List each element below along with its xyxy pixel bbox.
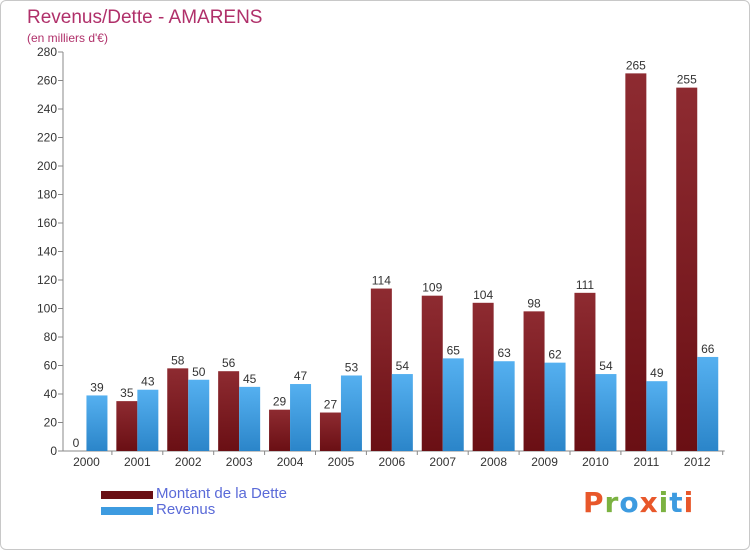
y-tick-label: 120 xyxy=(37,273,57,287)
y-tick-label: 60 xyxy=(44,359,58,373)
data-label-dette: 58 xyxy=(171,353,185,367)
logo-letter: x xyxy=(639,486,659,519)
data-label-dette: 114 xyxy=(372,274,391,288)
data-label-revenus: 50 xyxy=(192,365,206,379)
y-tick-label: 0 xyxy=(50,444,57,458)
x-tick-label: 2006 xyxy=(378,455,405,469)
bar-revenus xyxy=(137,389,159,451)
data-label-dette: 56 xyxy=(222,356,236,370)
bar-dette xyxy=(625,73,647,451)
bar-dette xyxy=(472,302,494,451)
data-label-revenus: 53 xyxy=(345,360,359,374)
logo-letter: i xyxy=(658,486,670,519)
data-label-dette: 265 xyxy=(626,58,646,72)
y-tick-label: 240 xyxy=(37,102,57,116)
bar-dette xyxy=(370,288,392,451)
data-label-revenus: 47 xyxy=(294,369,308,383)
bar-revenus xyxy=(290,384,312,451)
bar-dette xyxy=(167,368,189,451)
y-tick-label: 100 xyxy=(37,302,57,316)
bar-dette xyxy=(116,401,138,451)
logo-letter: r xyxy=(604,486,620,519)
x-tick-label: 2001 xyxy=(124,455,151,469)
chart-subtitle: (en milliers d'€) xyxy=(27,31,108,45)
data-label-dette: 98 xyxy=(527,296,541,310)
bar-dette xyxy=(269,409,291,451)
y-tick-label: 220 xyxy=(37,131,57,145)
bar-revenus xyxy=(595,374,617,451)
data-label-dette: 104 xyxy=(473,288,493,302)
bar-dette xyxy=(676,87,698,451)
x-tick-label: 2009 xyxy=(531,455,558,469)
data-label-dette: 255 xyxy=(677,73,697,87)
logo-letter: i xyxy=(683,486,695,519)
data-label-revenus: 66 xyxy=(701,342,715,356)
bar-revenus xyxy=(544,362,566,451)
x-tick-label: 2008 xyxy=(480,455,507,469)
legend-label-dette: Montant de la Dette xyxy=(156,485,287,502)
logo-letter: t xyxy=(669,486,684,519)
y-tick-label: 260 xyxy=(37,74,57,88)
y-tick-label: 40 xyxy=(44,387,58,401)
logo-letter: P xyxy=(583,486,605,519)
data-label-revenus: 65 xyxy=(447,343,461,357)
bar-dette xyxy=(523,311,545,451)
bar-dette xyxy=(218,371,240,451)
data-label-revenus: 62 xyxy=(548,348,562,362)
bar-revenus xyxy=(391,374,413,451)
y-tick-label: 280 xyxy=(37,45,57,59)
legend-label-revenus: Revenus xyxy=(156,501,216,518)
logo-letter: o xyxy=(619,486,640,519)
bar-revenus xyxy=(340,375,362,451)
bar-dette xyxy=(574,292,596,451)
y-tick-label: 200 xyxy=(37,159,57,173)
data-label-revenus: 45 xyxy=(243,372,257,386)
bar-revenus xyxy=(188,379,210,451)
data-label-revenus: 49 xyxy=(650,366,664,380)
data-label-revenus: 54 xyxy=(396,359,410,373)
bar-revenus xyxy=(697,356,719,451)
x-tick-label: 2004 xyxy=(277,455,304,469)
x-tick-label: 2012 xyxy=(684,455,711,469)
data-label-dette: 29 xyxy=(273,395,287,409)
proxiti-logo: Proxiti xyxy=(583,486,694,522)
bar-dette xyxy=(319,412,341,451)
bar-revenus xyxy=(239,386,261,451)
x-tick-label: 2011 xyxy=(633,455,659,469)
bars xyxy=(86,73,719,451)
data-label-dette: 111 xyxy=(576,278,595,292)
data-label-revenus: 54 xyxy=(599,359,613,373)
legend-swatch-revenus xyxy=(101,507,153,515)
bar-revenus xyxy=(442,358,464,451)
x-tick-label: 2005 xyxy=(328,455,355,469)
bar-dette xyxy=(421,295,443,451)
legend-swatch-dette xyxy=(101,491,153,499)
bar-revenus xyxy=(493,361,515,451)
data-label-dette: 0 xyxy=(73,436,80,450)
y-tick-label: 80 xyxy=(44,330,58,344)
data-label-dette: 35 xyxy=(120,386,134,400)
data-label-revenus: 39 xyxy=(90,380,104,394)
x-tick-label: 2003 xyxy=(226,455,253,469)
data-label-dette: 27 xyxy=(324,398,338,412)
data-label-revenus: 43 xyxy=(141,375,155,389)
value-labels: 0 39 35 43 58 50 56 45 29 47 27 53 114 54 109 65 104 63 98… xyxy=(73,58,715,450)
bar-revenus xyxy=(646,381,668,451)
data-label-revenus: 63 xyxy=(497,346,511,360)
y-tick-label: 20 xyxy=(44,416,58,430)
data-label-dette: 109 xyxy=(422,281,442,295)
y-tick-label: 140 xyxy=(37,245,57,259)
x-tick-label: 2002 xyxy=(175,455,202,469)
x-tick-label: 2010 xyxy=(582,455,609,469)
bar-revenus xyxy=(86,395,108,451)
chart-title: Revenus/Dette - AMARENS xyxy=(27,7,263,28)
x-tick-label: 2000 xyxy=(73,455,100,469)
x-tick-label: 2007 xyxy=(429,455,456,469)
y-tick-label: 180 xyxy=(37,188,57,202)
y-tick-label: 160 xyxy=(37,216,57,230)
